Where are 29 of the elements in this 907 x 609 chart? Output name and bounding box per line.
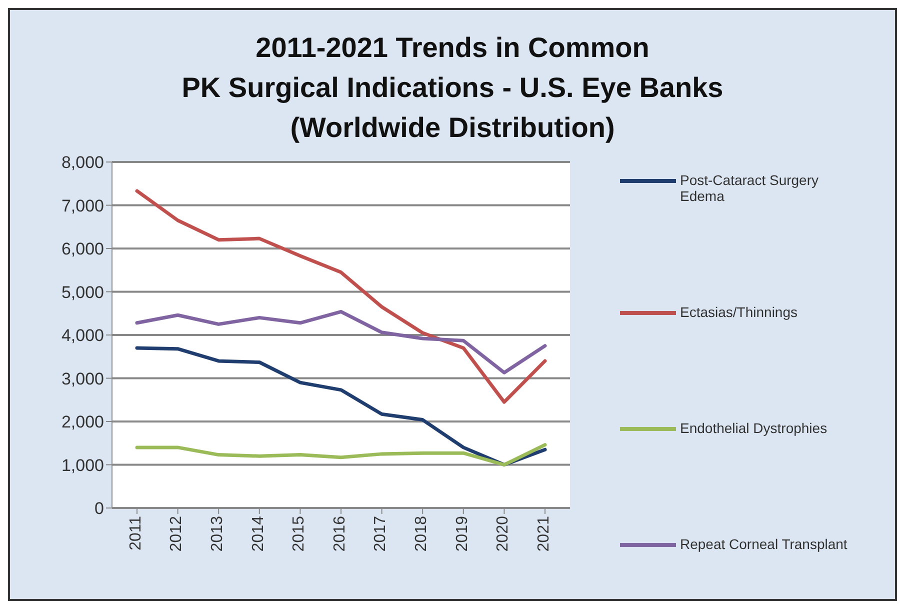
x-tick-label: 2021: [535, 516, 552, 552]
line-series: [135, 346, 547, 466]
x-tick-label: 2019: [454, 516, 471, 552]
x-tick-label: 2016: [331, 516, 348, 552]
y-tick-label: 3,000: [61, 369, 104, 388]
line-series: [135, 189, 547, 404]
x-tick-label: 2014: [250, 516, 267, 552]
x-tick-label: 2015: [290, 516, 308, 552]
legend-label: Post-Cataract Surgery Edema: [680, 172, 820, 204]
y-tick-label: 2,000: [61, 412, 104, 432]
y-tick-label: 1,000: [61, 456, 104, 475]
x-tick-label: 2020: [494, 516, 512, 552]
y-tick-label: 6,000: [61, 240, 104, 259]
y-tick-label: 7,000: [61, 196, 104, 216]
legend-label: Repeat Corneal Transplant: [680, 536, 848, 552]
y-tick-label: 4,000: [61, 326, 104, 346]
x-tick-label: 2012: [168, 516, 186, 552]
line-series: [135, 310, 547, 374]
line-series: [135, 443, 547, 466]
legend-label: Ectasias/Thinnings: [680, 304, 799, 320]
x-tick-label: 2017: [372, 516, 390, 552]
chart-title: 2011-2021 Trends in Common PK Surgical Indications - U.S. Eye Banks (Worldwide Distribution): [180, 31, 724, 145]
y-tick-label: 8,000: [61, 153, 104, 172]
x-tick-label: 2011: [127, 516, 144, 550]
x-tick-label: 2018: [412, 516, 430, 552]
x-tick-label: 2013: [208, 516, 226, 552]
y-tick-label: 0: [94, 499, 104, 518]
y-tick-label: 5,000: [61, 282, 104, 302]
legend-label: Endothelial Dystrophies: [680, 420, 828, 436]
